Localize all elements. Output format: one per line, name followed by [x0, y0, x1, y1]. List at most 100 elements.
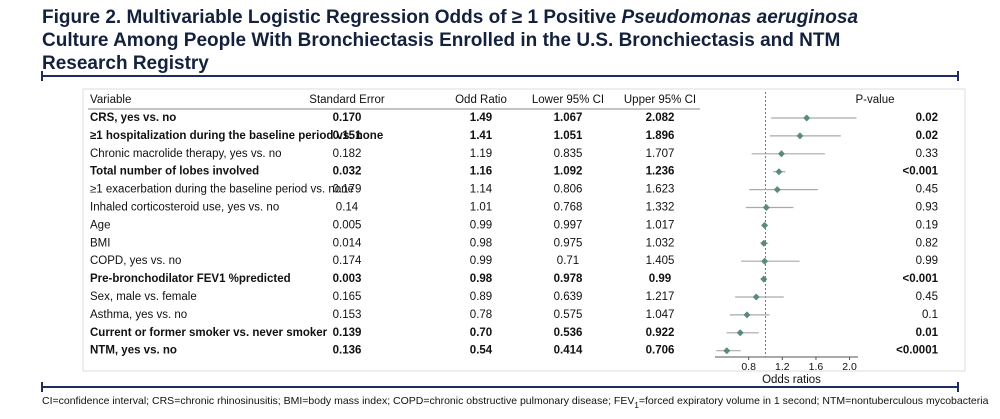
lower-ci: 0.575 [554, 309, 583, 321]
x-tick-label: 0.8 [741, 361, 756, 373]
variable-label: NTM, yes vs. no [90, 345, 177, 357]
odds-ratio: 0.98 [470, 273, 493, 285]
variable-label: BMI [90, 237, 110, 249]
variable-label: Total number of lobes involved [90, 166, 259, 178]
odds-ratio-marker [761, 221, 769, 229]
p-value: 0.1 [922, 309, 938, 321]
standard-error: 0.182 [333, 148, 362, 160]
odds-ratio-marker [743, 311, 751, 319]
odds-ratio: 1.49 [470, 112, 492, 124]
odds-ratio-marker [762, 204, 770, 211]
column-header: Odd Ratio [455, 94, 507, 106]
standard-error: 0.174 [333, 255, 362, 267]
lower-ci: 0.975 [554, 237, 583, 249]
odds-ratio: 0.99 [470, 255, 492, 267]
title-part: Figure 2. Multivariable Logistic Regress… [42, 7, 622, 28]
p-value: 0.45 [916, 184, 938, 196]
column-header: Upper 95% CI [624, 94, 696, 106]
lower-ci: 1.067 [554, 112, 583, 124]
lower-ci: 0.414 [554, 345, 583, 357]
odds-ratio-marker [760, 239, 768, 247]
odds-ratio: 0.99 [470, 219, 492, 231]
title-part: Culture Among People With Bronchiectasis… [42, 30, 840, 51]
lower-ci: 0.835 [554, 148, 583, 160]
title-line: Culture Among People With Bronchiectasis… [42, 30, 840, 51]
variable-label: Inhaled corticosteroid use, yes vs. no [90, 202, 279, 214]
lower-ci: 1.092 [554, 166, 583, 178]
table-frame [82, 88, 966, 372]
odds-ratio-marker [723, 347, 731, 355]
odds-ratio: 1.16 [470, 166, 492, 178]
odds-ratio: 0.70 [470, 327, 492, 339]
lower-ci: 0.768 [554, 202, 583, 214]
odds-ratio: 1.01 [470, 202, 492, 214]
upper-ci: 1.332 [646, 202, 675, 214]
p-value: 0.45 [916, 291, 938, 303]
footnote: CI=confidence interval; CRS=chronic rhin… [42, 395, 989, 410]
title-part: Research Registry [42, 53, 209, 74]
lower-ci: 0.536 [554, 327, 583, 339]
odds-ratio-marker [796, 132, 804, 140]
footnote-part: =forced expiratory volume in 1 second; N… [639, 395, 989, 407]
upper-ci: 1.032 [646, 237, 675, 249]
odds-ratio: 0.98 [470, 237, 492, 249]
upper-ci: 0.922 [646, 327, 675, 339]
lower-ci: 1.051 [554, 130, 583, 142]
upper-ci: 1.896 [646, 130, 675, 142]
odds-ratio-marker [803, 114, 811, 122]
column-header: P-value [856, 94, 895, 106]
odds-ratio-marker [761, 257, 769, 265]
p-value: <0.001 [903, 166, 939, 178]
upper-ci: 1.017 [646, 219, 675, 231]
variable-label: Chronic macrolide therapy, yes vs. no [90, 148, 282, 160]
variable-label: ≥1 exacerbation during the baseline peri… [90, 184, 354, 196]
upper-ci: 1.236 [646, 166, 675, 178]
upper-ci: 1.405 [646, 255, 675, 267]
standard-error: 0.170 [333, 112, 362, 124]
p-value: 0.02 [916, 130, 938, 142]
standard-error: 0.165 [333, 291, 362, 303]
title-line: Figure 2. Multivariable Logistic Regress… [42, 7, 858, 28]
standard-error: 0.151 [333, 130, 362, 142]
p-value: 0.93 [916, 202, 938, 214]
p-value: 0.33 [916, 148, 938, 160]
standard-error: 0.153 [333, 309, 362, 321]
x-tick-label: 2.0 [842, 361, 857, 373]
standard-error: 0.139 [333, 327, 362, 339]
upper-ci: 1.623 [646, 184, 675, 196]
x-tick-label: 1.6 [809, 361, 824, 373]
variable-label: Sex, male vs. female [90, 291, 197, 303]
odds-ratio: 1.41 [470, 130, 493, 142]
title-line: Research Registry [42, 53, 209, 74]
column-header: Variable [90, 94, 131, 106]
p-value: <0.001 [903, 273, 939, 285]
odds-ratio-marker [760, 275, 768, 283]
column-header: Lower 95% CI [532, 94, 604, 106]
x-tick-label: 1.2 [775, 361, 790, 373]
upper-ci: 1.047 [646, 309, 675, 321]
p-value: 0.02 [916, 112, 938, 124]
variable-label: CRS, yes vs. no [90, 112, 176, 124]
odds-ratio: 0.54 [470, 345, 493, 357]
upper-ci: 1.707 [646, 148, 675, 160]
standard-error: 0.005 [333, 219, 362, 231]
x-axis-label: Odds ratios [762, 374, 821, 386]
standard-error: 0.14 [336, 202, 359, 214]
column-header: Standard Error [309, 94, 385, 106]
p-value: <0.0001 [896, 345, 938, 357]
footnote-part: 1 [634, 401, 639, 410]
upper-ci: 0.99 [649, 273, 671, 285]
odds-ratio-marker [752, 293, 760, 301]
variable-label: Asthma, yes vs. no [90, 309, 187, 321]
variable-label: Current or former smoker vs. never smoke… [90, 327, 328, 339]
odds-ratio-marker [773, 186, 781, 194]
upper-ci: 2.082 [646, 112, 675, 124]
p-value: 0.82 [916, 237, 938, 249]
upper-ci: 1.217 [646, 291, 675, 303]
standard-error: 0.014 [333, 237, 362, 249]
odds-ratio-marker [775, 168, 783, 176]
odds-ratio-marker [736, 329, 744, 337]
lower-ci: 0.806 [554, 184, 583, 196]
lower-ci: 0.978 [554, 273, 583, 285]
upper-ci: 0.706 [646, 345, 675, 357]
